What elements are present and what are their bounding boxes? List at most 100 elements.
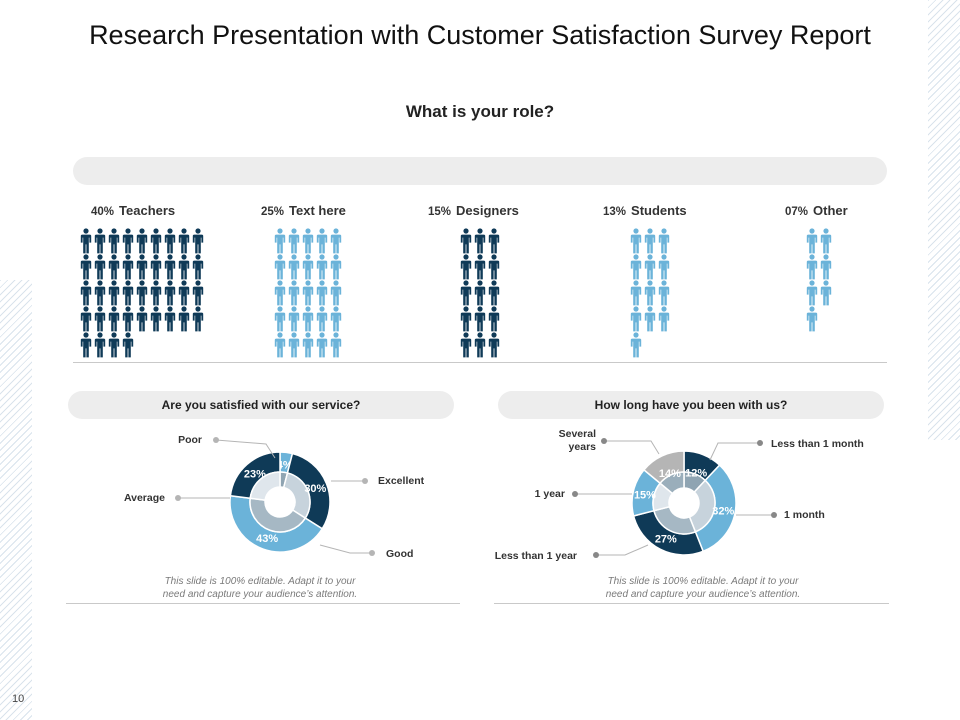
person-icon	[460, 280, 472, 306]
role-label-text-here: 25% Text here	[261, 203, 346, 218]
person-icon	[274, 332, 286, 358]
person-icon	[94, 280, 106, 306]
person-icon	[164, 228, 176, 254]
person-icon	[630, 306, 642, 332]
person-icon	[122, 332, 134, 358]
person-icon	[108, 280, 120, 306]
person-icon	[288, 332, 300, 358]
section-divider	[73, 362, 887, 363]
role-pct: 15%	[428, 206, 452, 218]
person-icon	[80, 306, 92, 332]
role-label-teachers: 40% Teachers	[91, 203, 175, 218]
person-icon	[644, 228, 656, 254]
person-icon	[316, 306, 328, 332]
decorative-hatch-right	[928, 0, 960, 440]
role-name: Students	[631, 203, 687, 218]
person-icon	[274, 228, 286, 254]
legend-label-several-years: Several	[559, 428, 596, 440]
person-icon	[474, 332, 486, 358]
person-icon	[122, 254, 134, 280]
person-icon	[820, 254, 832, 280]
person-icon	[460, 228, 472, 254]
role-question: What is your role?	[405, 102, 555, 121]
person-icon	[108, 228, 120, 254]
person-icon	[302, 306, 314, 332]
person-icon	[136, 306, 148, 332]
person-icon	[164, 254, 176, 280]
person-icon	[316, 332, 328, 358]
satisfaction-question: Are you satisfied with our service?	[68, 391, 454, 419]
person-icon	[192, 228, 204, 254]
person-icon	[80, 332, 92, 358]
person-icon	[94, 306, 106, 332]
legend-label-less-than-1-month: Less than 1 month	[771, 438, 864, 450]
person-icon	[658, 306, 670, 332]
leader-line-good	[319, 544, 372, 554]
person-icon	[630, 280, 642, 306]
note-line: This slide is 100% editable. Adapt it to…	[164, 576, 356, 587]
satisfaction-note: This slide is 100% editable. Adapt it to…	[110, 575, 410, 601]
data-label-1-month: 32%	[712, 505, 734, 517]
leader-line-less-than-1-month	[709, 442, 760, 461]
person-icon	[178, 254, 190, 280]
leader-dot-good	[369, 550, 375, 556]
person-icon	[288, 280, 300, 306]
leader-line-poor	[215, 439, 276, 459]
person-icon	[80, 228, 92, 254]
note-line: need and capture your audience’s attenti…	[162, 589, 358, 600]
person-icon	[122, 280, 134, 306]
leader-line-several-years	[604, 440, 660, 455]
person-icon	[488, 306, 500, 332]
person-icon	[630, 332, 642, 358]
role-label-students: 13% Students	[603, 203, 687, 218]
role-pct: 40%	[91, 206, 115, 218]
person-icon	[150, 280, 162, 306]
role-pct: 13%	[603, 206, 627, 218]
role-name: Other	[813, 203, 848, 218]
person-icon	[460, 306, 472, 332]
person-icon	[316, 228, 328, 254]
person-icon	[274, 280, 286, 306]
right-bottom-divider	[494, 603, 889, 604]
person-icon	[288, 254, 300, 280]
role-name: Designers	[456, 203, 519, 218]
person-icon	[474, 280, 486, 306]
leader-dot-1-year	[572, 491, 578, 497]
person-icon	[192, 254, 204, 280]
person-icon	[150, 228, 162, 254]
person-icon	[806, 306, 818, 332]
person-icon	[330, 306, 342, 332]
person-icon	[658, 254, 670, 280]
person-icon	[330, 228, 342, 254]
person-icon	[302, 332, 314, 358]
legend-label-excellent: Excellent	[378, 475, 425, 487]
person-icon	[460, 254, 472, 280]
person-icon	[178, 228, 190, 254]
legend-label-average: Average	[124, 492, 165, 504]
person-icon	[122, 306, 134, 332]
person-icon	[274, 306, 286, 332]
person-icon	[644, 306, 656, 332]
person-icon	[316, 280, 328, 306]
role-label-designers: 15% Designers	[428, 203, 519, 218]
role-pct: 25%	[261, 206, 285, 218]
legend-label-good: Good	[386, 548, 413, 560]
person-icon	[806, 228, 818, 254]
person-icon	[330, 332, 342, 358]
data-label-good: 43%	[256, 533, 278, 545]
person-icon	[330, 280, 342, 306]
person-icon	[658, 228, 670, 254]
legend-label-poor: Poor	[178, 434, 202, 446]
person-icon	[488, 254, 500, 280]
role-pct: 07%	[785, 206, 809, 218]
person-icon	[474, 306, 486, 332]
person-icon	[644, 280, 656, 306]
person-icon	[474, 228, 486, 254]
person-icon	[94, 332, 106, 358]
left-bottom-divider	[66, 603, 460, 604]
person-icon	[288, 306, 300, 332]
person-icon	[94, 254, 106, 280]
person-icon	[80, 280, 92, 306]
person-icon	[136, 280, 148, 306]
legend-label-1-month: 1 month	[784, 509, 825, 521]
